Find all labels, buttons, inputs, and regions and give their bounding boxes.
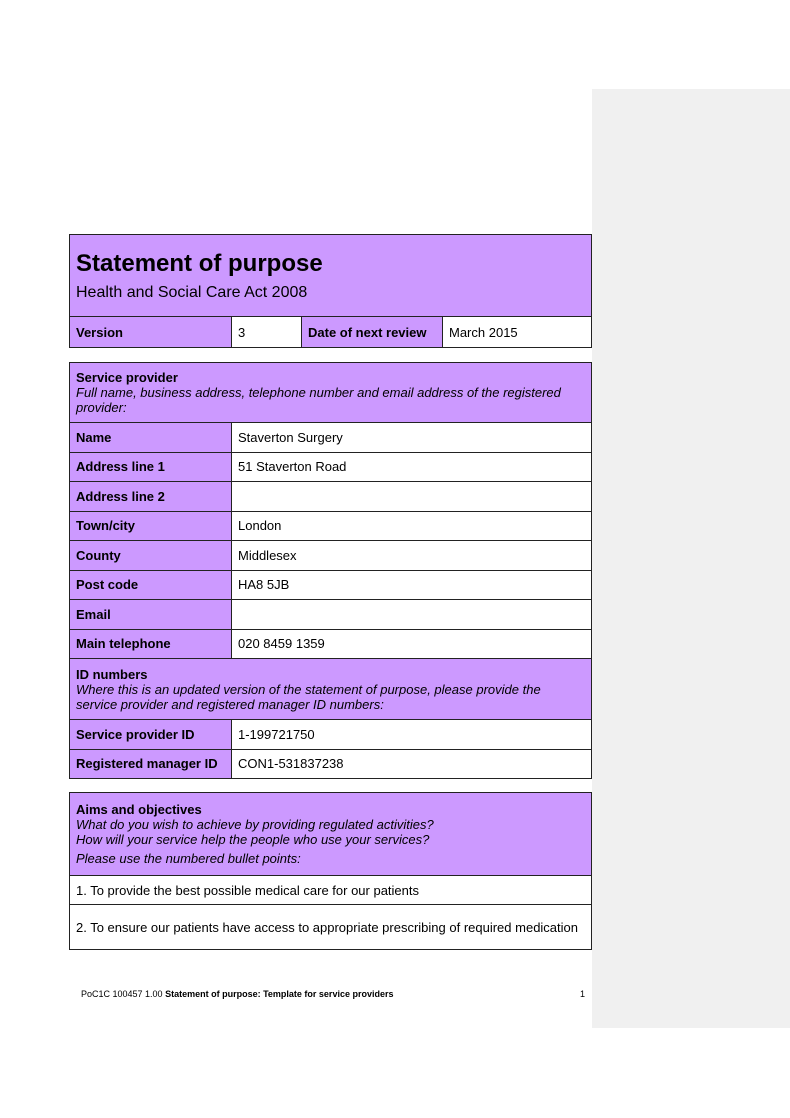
- ids-header: ID numbers Where this is an updated vers…: [69, 658, 592, 720]
- table-row: Registered manager ID CON1-531837238: [69, 748, 592, 779]
- table-row: Email: [69, 599, 592, 630]
- page-subtitle: Health and Social Care Act 2008: [76, 283, 308, 301]
- field-value[interactable]: CON1-531837238: [231, 748, 592, 779]
- provider-table: Service provider Full name, business add…: [69, 362, 592, 779]
- field-value[interactable]: London: [231, 510, 592, 541]
- field-value[interactable]: HA8 5JB: [231, 569, 592, 600]
- field-label: County: [69, 540, 232, 571]
- table-row: Service provider ID 1-199721750: [69, 719, 592, 750]
- ids-heading: ID numbers: [76, 666, 148, 682]
- field-label: Service provider ID: [69, 719, 232, 750]
- field-label: Address line 2: [69, 481, 232, 512]
- field-value[interactable]: 51 Staverton Road: [231, 451, 592, 482]
- field-value[interactable]: 1-199721750: [231, 719, 592, 750]
- table-row: Main telephone 020 8459 1359: [69, 628, 592, 659]
- table-row: Town/city London: [69, 510, 592, 541]
- table-row: Address line 2: [69, 481, 592, 512]
- page-number: 1: [580, 989, 586, 999]
- table-row: Post code HA8 5JB: [69, 569, 592, 600]
- title-cell: Statement of purpose Health and Social C…: [69, 234, 592, 317]
- page-title: Statement of purpose: [76, 249, 323, 277]
- version-value[interactable]: 3: [231, 316, 302, 348]
- footer-title: Statement of purpose: Template for servi…: [165, 989, 394, 999]
- version-label: Version: [69, 316, 232, 348]
- aim-item[interactable]: 1. To provide the best possible medical …: [69, 875, 592, 905]
- field-label: Town/city: [69, 510, 232, 541]
- table-row: County Middlesex: [69, 540, 592, 571]
- aims-heading: Aims and objectives: [76, 802, 202, 817]
- aims-question-1: What do you wish to achieve by providing…: [76, 817, 434, 832]
- field-label: Post code: [69, 569, 232, 600]
- table-row: Address line 1 51 Staverton Road: [69, 451, 592, 482]
- aim-item[interactable]: 2. To ensure our patients have access to…: [69, 904, 592, 950]
- aims-table: Aims and objectives What do you wish to …: [69, 792, 592, 950]
- field-value[interactable]: Middlesex: [231, 540, 592, 571]
- provider-heading: Service provider: [76, 370, 178, 385]
- ids-instructions: Where this is an updated version of the …: [76, 681, 541, 712]
- table-row: Name Staverton Surgery: [69, 422, 592, 453]
- header-table: Statement of purpose Health and Social C…: [69, 234, 592, 348]
- comment-margin: [592, 89, 790, 1028]
- field-label: Name: [69, 422, 232, 453]
- provider-header: Service provider Full name, business add…: [69, 362, 592, 423]
- field-label: Main telephone: [69, 628, 232, 659]
- field-value[interactable]: [231, 481, 592, 512]
- field-value[interactable]: 020 8459 1359: [231, 628, 592, 659]
- field-label: Address line 1: [69, 451, 232, 482]
- aims-question-2: How will your service help the people wh…: [76, 832, 430, 847]
- field-label: Email: [69, 599, 232, 630]
- aims-header: Aims and objectives What do you wish to …: [69, 792, 592, 876]
- field-value[interactable]: Staverton Surgery: [231, 422, 592, 453]
- review-label: Date of next review: [301, 316, 443, 348]
- field-label: Registered manager ID: [69, 748, 232, 779]
- review-value[interactable]: March 2015: [442, 316, 592, 348]
- provider-instructions: Full name, business address, telephone n…: [76, 385, 561, 415]
- field-value[interactable]: [231, 599, 592, 630]
- aims-question-3: Please use the numbered bullet points:: [76, 851, 301, 866]
- footer: PoC1C 100457 1.00 Statement of purpose: …: [81, 989, 393, 999]
- footer-code: PoC1C 100457 1.00: [81, 989, 163, 999]
